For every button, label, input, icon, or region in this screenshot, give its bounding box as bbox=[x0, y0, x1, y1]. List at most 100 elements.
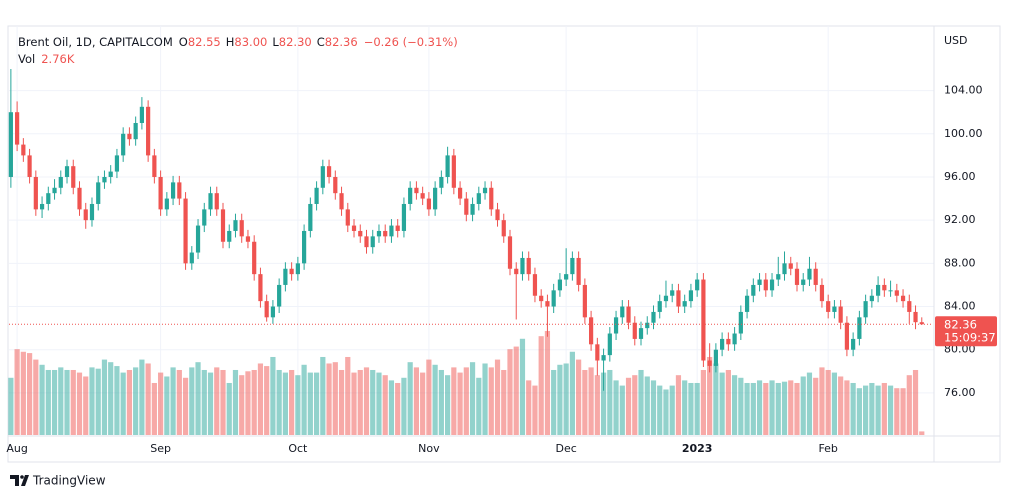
candle-body bbox=[682, 301, 687, 307]
candle-body bbox=[308, 203, 313, 231]
candle-body bbox=[489, 187, 494, 210]
volume-bar bbox=[719, 372, 725, 435]
volume-bar bbox=[301, 364, 307, 435]
ohlc-value: 82.30 bbox=[279, 35, 312, 49]
volume-bar bbox=[650, 380, 657, 435]
volume-bar bbox=[451, 367, 457, 435]
volume-bar bbox=[370, 369, 376, 435]
volume-bar bbox=[83, 376, 89, 435]
y-tick-label: 100.00 bbox=[944, 127, 983, 140]
candle-body bbox=[127, 133, 132, 140]
candle-body bbox=[333, 176, 338, 194]
volume-bar bbox=[856, 388, 862, 435]
candle-body bbox=[64, 166, 70, 177]
volume-bar bbox=[295, 375, 301, 435]
candle-body bbox=[913, 311, 918, 323]
candle-body bbox=[570, 257, 575, 275]
volume-bar bbox=[120, 372, 126, 435]
candle-body bbox=[464, 198, 469, 215]
x-tick-label: 2023 bbox=[682, 442, 713, 455]
candle-body bbox=[420, 193, 425, 199]
volume-bar bbox=[900, 388, 906, 435]
candle-body bbox=[520, 257, 525, 275]
candle-body bbox=[21, 144, 26, 156]
candle-body bbox=[233, 220, 238, 231]
candle-body bbox=[433, 187, 438, 210]
price-pane bbox=[8, 69, 933, 391]
volume-bar bbox=[313, 372, 320, 435]
volume-bar bbox=[788, 380, 794, 435]
volume-bar bbox=[270, 356, 276, 435]
volume-bar bbox=[445, 375, 451, 435]
ohlc-value: 83.00 bbox=[234, 35, 267, 49]
candle-body bbox=[844, 322, 850, 350]
volume-bar bbox=[781, 381, 788, 435]
volume-bar bbox=[232, 369, 239, 435]
volume-bar bbox=[569, 351, 575, 435]
volume-bar bbox=[170, 367, 176, 435]
candle-body bbox=[757, 279, 762, 285]
candle-body bbox=[451, 155, 456, 188]
volume-bar bbox=[519, 338, 526, 435]
candle-body bbox=[71, 166, 76, 188]
candle-body bbox=[326, 166, 332, 177]
candle-body bbox=[77, 187, 82, 210]
candle-body bbox=[794, 268, 800, 285]
candle-body bbox=[283, 268, 288, 285]
currency: USD bbox=[944, 34, 968, 47]
y-tick-label: 84.00 bbox=[944, 300, 976, 313]
candle-body bbox=[701, 279, 706, 361]
candle-body bbox=[152, 155, 157, 177]
candle-body bbox=[551, 290, 556, 307]
x-tick-label: Feb bbox=[818, 442, 837, 455]
volume-bar bbox=[189, 367, 195, 435]
logo-mark bbox=[21, 475, 29, 486]
countdown: 15:09:37 bbox=[944, 331, 996, 345]
candle-body bbox=[302, 230, 307, 264]
candle-body bbox=[670, 290, 675, 296]
candle-body bbox=[195, 225, 201, 253]
volume-bar bbox=[33, 359, 39, 435]
volume-bar bbox=[382, 375, 388, 435]
volume-bar bbox=[707, 356, 713, 435]
y-tick-label: 88.00 bbox=[944, 256, 976, 269]
volume-bar bbox=[619, 385, 625, 435]
candle-body bbox=[227, 230, 232, 242]
candle-body bbox=[907, 301, 912, 312]
volume-bar bbox=[357, 369, 363, 435]
volume-bar bbox=[76, 372, 83, 435]
candle-body bbox=[726, 338, 731, 345]
candle-body bbox=[851, 338, 856, 350]
candle-body bbox=[695, 279, 700, 291]
candle-body bbox=[832, 306, 837, 312]
volume-bar bbox=[863, 385, 869, 435]
volume-bar bbox=[713, 363, 719, 435]
candle-body bbox=[183, 198, 188, 264]
volume-bar bbox=[345, 356, 351, 435]
candle-body bbox=[408, 187, 413, 204]
candle-body bbox=[564, 274, 569, 280]
candle-body bbox=[744, 295, 750, 312]
volume-bar bbox=[151, 382, 157, 435]
volume-bar bbox=[114, 366, 120, 435]
candle-body bbox=[39, 203, 45, 210]
volume-bar bbox=[588, 367, 594, 435]
volume-bar bbox=[526, 380, 532, 435]
volume-bar bbox=[838, 376, 844, 435]
candle-body bbox=[707, 360, 712, 366]
candle-body bbox=[589, 317, 594, 345]
candle-body bbox=[620, 306, 625, 318]
volume-bar bbox=[245, 371, 251, 435]
volume-bar bbox=[182, 377, 189, 435]
candle-body bbox=[89, 203, 95, 221]
candle-body bbox=[15, 112, 20, 145]
volume-bar bbox=[912, 369, 919, 435]
legend: Brent Oil, 1D, CAPITALCOM O82.55 H83.00 L82… bbox=[18, 35, 458, 49]
candle-body bbox=[869, 295, 874, 302]
volume-bar bbox=[195, 362, 201, 435]
volume-bar bbox=[176, 369, 182, 435]
candle-body bbox=[651, 311, 656, 323]
volume-bar bbox=[145, 363, 151, 435]
volume-bar bbox=[576, 359, 582, 435]
volume-bar bbox=[725, 369, 731, 435]
